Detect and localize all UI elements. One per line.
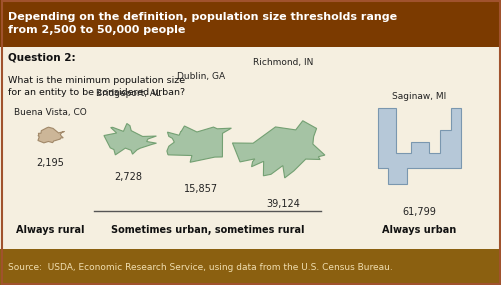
Text: What is the minimum population size
for an entity to be considered urban?: What is the minimum population size for …	[8, 76, 185, 97]
Text: Always urban: Always urban	[381, 225, 455, 235]
Text: 15,857: 15,857	[183, 184, 217, 194]
Text: Saginaw, MI: Saginaw, MI	[391, 92, 445, 101]
Text: Richmond, IN: Richmond, IN	[253, 58, 313, 67]
Text: 39,124: 39,124	[266, 200, 300, 209]
Text: Bridgeport, AL: Bridgeport, AL	[95, 89, 160, 98]
Text: Buena Vista, CO: Buena Vista, CO	[14, 107, 86, 117]
Polygon shape	[377, 108, 460, 184]
Text: Always rural: Always rural	[16, 225, 84, 235]
Text: Sometimes urban, sometimes rural: Sometimes urban, sometimes rural	[111, 225, 304, 235]
Text: 2,728: 2,728	[114, 172, 142, 182]
FancyBboxPatch shape	[0, 249, 501, 285]
Text: 2,195: 2,195	[36, 158, 64, 168]
FancyBboxPatch shape	[0, 0, 501, 47]
Text: Dublin, GA: Dublin, GA	[176, 72, 224, 81]
Polygon shape	[104, 123, 156, 155]
Polygon shape	[166, 126, 231, 162]
Text: 61,799: 61,799	[401, 207, 435, 217]
Polygon shape	[232, 121, 324, 178]
Text: Question 2:: Question 2:	[8, 53, 76, 63]
Polygon shape	[38, 127, 64, 143]
Text: Source:  USDA, Economic Research Service, using data from the U.S. Census Bureau: Source: USDA, Economic Research Service,…	[8, 263, 392, 272]
Text: Depending on the definition, population size thresholds range
from 2,500 to 50,0: Depending on the definition, population …	[8, 12, 396, 35]
